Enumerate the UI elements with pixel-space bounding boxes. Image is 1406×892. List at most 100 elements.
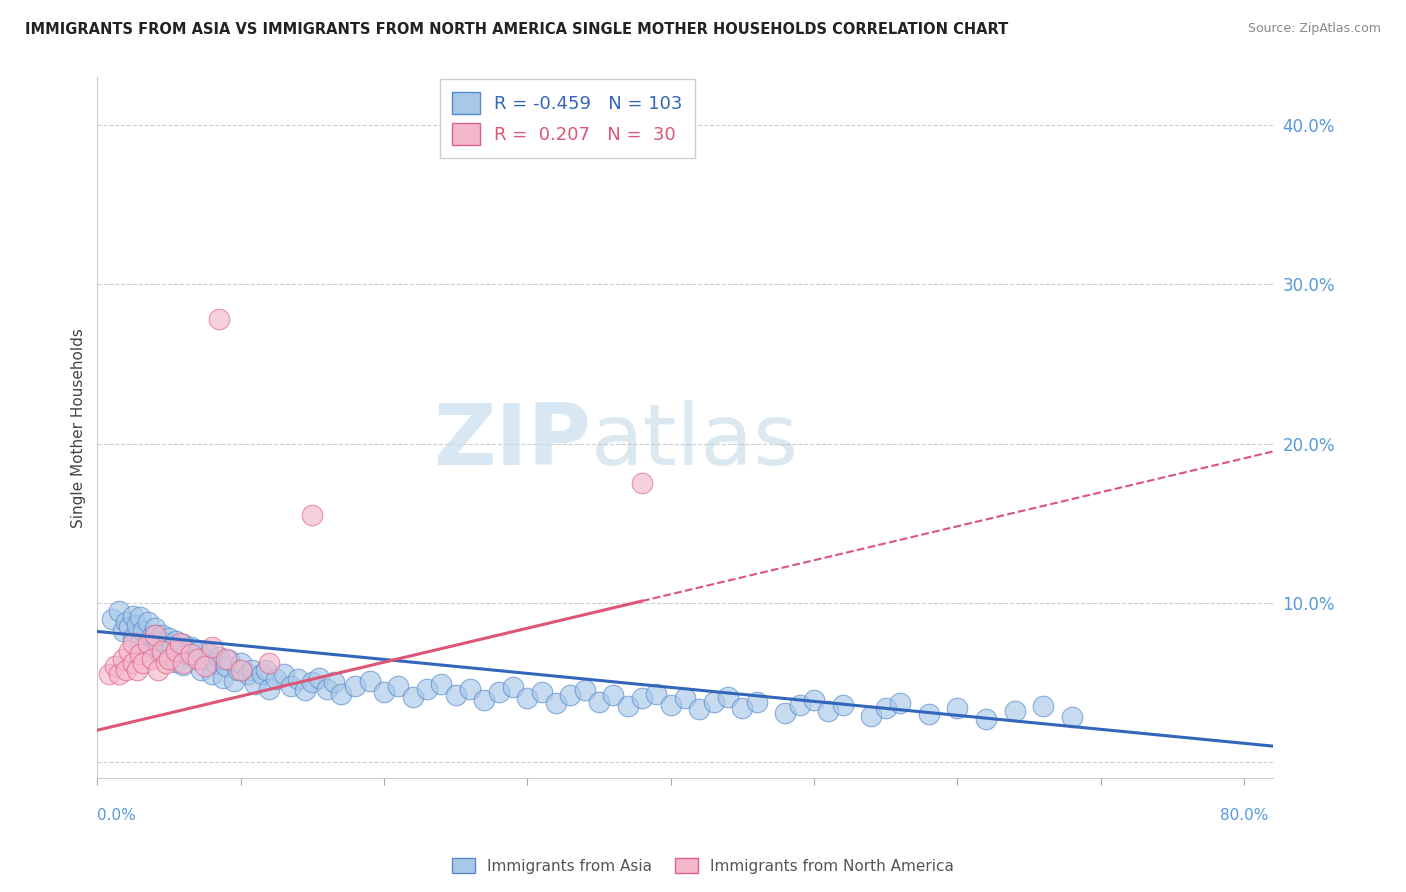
Point [574,683,596,698]
Point [472,693,495,707]
Point [122,631,145,645]
Point [256,663,278,677]
Point [122,657,145,671]
Point [215,651,238,665]
Point [165,643,187,657]
Point [103,659,125,673]
Point [157,651,180,665]
Point [194,659,217,673]
Point [179,640,201,655]
Y-axis label: Single Mother Households: Single Mother Households [72,327,86,528]
Point [330,687,353,701]
Point [179,647,201,661]
Point [259,681,281,696]
Point [502,680,524,694]
Point [190,663,212,677]
Point [127,618,149,632]
Point [301,675,323,690]
Point [132,657,155,671]
Point [416,681,439,696]
Point [645,687,668,701]
Point [115,663,138,677]
Point [259,657,281,671]
Point [250,667,273,681]
Point [136,635,159,649]
Point [344,679,367,693]
Point [631,691,654,706]
Point [631,476,654,491]
Point [129,635,152,649]
Point [516,691,538,706]
Point [97,667,120,681]
Text: 80.0%: 80.0% [1219,808,1268,823]
Point [157,651,180,665]
Point [155,635,177,649]
Point [136,615,159,629]
Text: atlas: atlas [591,401,799,483]
Point [602,688,624,702]
Point [308,671,330,685]
Point [146,634,169,648]
Point [143,627,166,641]
Point [198,647,221,661]
Point [803,693,825,707]
Point [127,663,149,677]
Point [789,698,811,712]
Point [172,637,194,651]
Point [194,651,217,665]
Point [160,640,183,655]
Point [831,698,853,712]
Point [184,651,207,665]
Point [187,643,209,657]
Point [218,653,240,667]
Point [673,691,696,706]
Point [458,681,481,696]
Point [208,312,231,326]
Point [129,610,152,624]
Point [169,635,191,649]
Point [301,508,323,523]
Point [112,651,135,665]
Point [688,702,710,716]
Point [143,642,166,657]
Legend: Immigrants from Asia, Immigrants from North America: Immigrants from Asia, Immigrants from No… [446,852,960,880]
Point [122,608,145,623]
Point [112,624,135,639]
Point [229,663,252,677]
Point [280,679,302,693]
Point [115,615,138,629]
Point [444,688,467,702]
Point [136,639,159,653]
Point [1060,710,1083,724]
Point [659,698,682,712]
Point [703,694,725,708]
Point [243,677,266,691]
Point [129,647,152,661]
Point [222,673,245,688]
Legend: R = -0.459   N = 103, R =  0.207   N =  30: R = -0.459 N = 103, R = 0.207 N = 30 [440,79,695,158]
Text: ZIP: ZIP [433,401,591,483]
Point [174,647,197,661]
Point [172,657,194,672]
Point [240,663,263,677]
Point [560,688,582,702]
Point [322,675,344,690]
Point [201,667,224,681]
Point [108,604,131,618]
Point [294,683,316,698]
Point [169,643,191,657]
Point [775,706,797,720]
Point [150,627,173,641]
Point [212,671,235,685]
Point [860,709,883,723]
Point [146,663,169,677]
Point [588,694,610,708]
Point [226,663,249,677]
Point [616,699,638,714]
Point [530,685,553,699]
Point [143,621,166,635]
Point [488,685,510,699]
Point [208,649,231,664]
Point [108,667,131,681]
Point [717,690,740,704]
